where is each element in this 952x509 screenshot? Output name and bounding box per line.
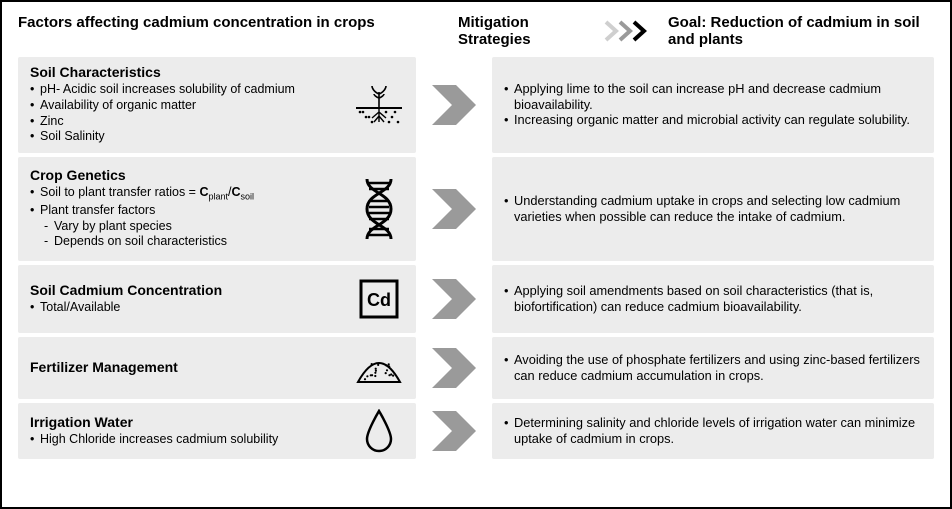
factor-title: Soil Cadmium Concentration [30, 282, 344, 298]
factor-item: Availability of organic matter [30, 98, 344, 114]
factor-title: Irrigation Water [30, 414, 344, 430]
header-factors-title: Factors affecting cadmium concentration … [18, 14, 448, 31]
factor-text: Soil Characteristics pH- Acidic soil incr… [30, 64, 344, 145]
mitigation-item: Increasing organic matter and microbial … [504, 112, 924, 128]
factor-item: High Chloride increases cadmium solubili… [30, 432, 344, 448]
dna-icon [352, 177, 406, 241]
goal-text: Reduction of cadmium in soil and plants [668, 14, 920, 48]
arrow-icon [424, 157, 484, 261]
cd-box-icon: Cd [352, 277, 406, 321]
arrow-icon [424, 337, 484, 399]
mitigation-panel: Understanding cadmium uptake in crops an… [492, 157, 934, 261]
mitigation-panel: Applying soil amendments based on soil c… [492, 265, 934, 333]
mitigation-item: Applying soil amendments based on soil c… [504, 283, 924, 315]
factor-text: Irrigation Water High Chloride increases … [30, 414, 344, 448]
factor-item: Soil to plant transfer ratios = Cplant/C… [30, 185, 344, 203]
info-row: Soil Characteristics pH- Acidic soil incr… [18, 57, 934, 153]
svg-text:Cd: Cd [367, 290, 391, 310]
factor-text: Soil Cadmium Concentration Total/Availabl… [30, 282, 344, 316]
info-row: Crop Genetics Soil to plant transfer rati… [18, 157, 934, 261]
mitigation-item: Understanding cadmium uptake in crops an… [504, 193, 924, 225]
factor-subitem: Depends on soil characteristics [44, 234, 344, 250]
header-mitigation-label: Mitigation Strategies [458, 14, 598, 48]
infographic-frame: Factors affecting cadmium concentration … [0, 0, 952, 509]
factor-item: pH- Acidic soil increases solubility of … [30, 82, 344, 98]
info-row: Fertilizer Management Avoiding the use o… [18, 337, 934, 399]
mitigation-item: Applying lime to the soil can increase p… [504, 81, 924, 113]
factor-item: Soil Salinity [30, 129, 344, 145]
mitigation-panel: Applying lime to the soil can increase p… [492, 57, 934, 153]
soil-icon [352, 78, 406, 132]
factor-panel: Irrigation Water High Chloride increases … [18, 403, 416, 459]
triple-chevron-icon [604, 20, 658, 42]
factor-panel: Crop Genetics Soil to plant transfer rati… [18, 157, 416, 261]
factor-text: Fertilizer Management [30, 359, 344, 377]
factor-panel: Fertilizer Management [18, 337, 416, 399]
factor-text: Crop Genetics Soil to plant transfer rati… [30, 167, 344, 250]
factor-item: Plant transfer factors [30, 203, 344, 219]
arrow-icon [424, 57, 484, 153]
arrow-icon [424, 265, 484, 333]
factor-item: Total/Available [30, 300, 344, 316]
factor-title: Fertilizer Management [30, 359, 344, 375]
factor-panel: Soil Characteristics pH- Acidic soil incr… [18, 57, 416, 153]
pile-icon [352, 348, 406, 388]
arrow-icon [424, 403, 484, 459]
factor-title: Soil Characteristics [30, 64, 344, 80]
mitigation-item: Determining salinity and chloride levels… [504, 415, 924, 447]
header-mitigation: Mitigation Strategies [458, 14, 658, 48]
mitigation-item: Avoiding the use of phosphate fertilizer… [504, 352, 924, 384]
factor-item: Zinc [30, 114, 344, 130]
mitigation-panel: Avoiding the use of phosphate fertilizer… [492, 337, 934, 399]
factor-subitem: Vary by plant species [44, 219, 344, 235]
info-row: Soil Cadmium Concentration Total/Availabl… [18, 265, 934, 333]
factor-panel: Soil Cadmium Concentration Total/Availabl… [18, 265, 416, 333]
goal-prefix: Goal: [668, 14, 706, 31]
header-row: Factors affecting cadmium concentration … [18, 14, 934, 49]
drop-icon [352, 409, 406, 453]
rows-container: Soil Characteristics pH- Acidic soil incr… [18, 57, 934, 459]
header-goal: Goal: Reduction of cadmium in soil and p… [668, 14, 934, 49]
mitigation-panel: Determining salinity and chloride levels… [492, 403, 934, 459]
info-row: Irrigation Water High Chloride increases … [18, 403, 934, 459]
factor-title: Crop Genetics [30, 167, 344, 183]
